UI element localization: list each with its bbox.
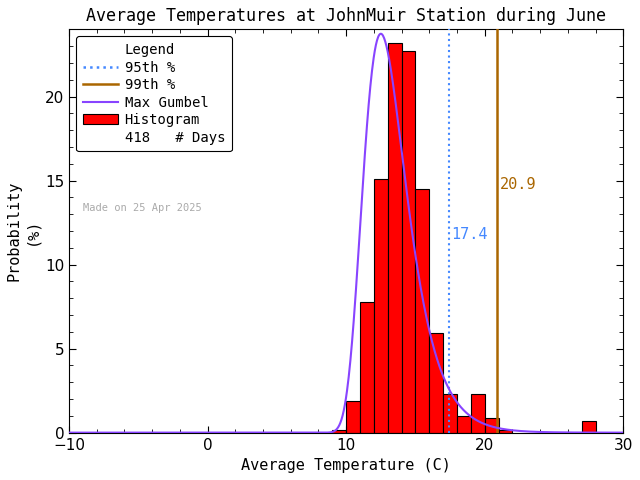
Title: Average Temperatures at JohnMuir Station during June: Average Temperatures at JohnMuir Station… [86,7,606,25]
Text: Made on 25 Apr 2025: Made on 25 Apr 2025 [83,203,202,213]
Text: 20.9: 20.9 [500,177,536,192]
Bar [429,334,444,432]
Text: 17.4: 17.4 [451,228,488,242]
Bar [374,179,388,432]
Bar [484,418,499,432]
Bar [402,51,415,432]
Bar [415,189,429,432]
X-axis label: Average Temperature (C): Average Temperature (C) [241,458,451,473]
Bar [360,301,374,432]
Y-axis label: Probability
(%): Probability (%) [7,181,39,281]
Bar [457,416,471,432]
Bar [471,394,484,432]
Bar [582,421,596,432]
Bar [499,430,513,432]
Bar [388,43,402,432]
Bar [444,394,457,432]
Bar [346,401,360,432]
Bar [332,430,346,432]
Legend: Legend, 95th %, 99th %, Max Gumbel, Histogram, 418   # Days: Legend, 95th %, 99th %, Max Gumbel, Hist… [76,36,232,152]
